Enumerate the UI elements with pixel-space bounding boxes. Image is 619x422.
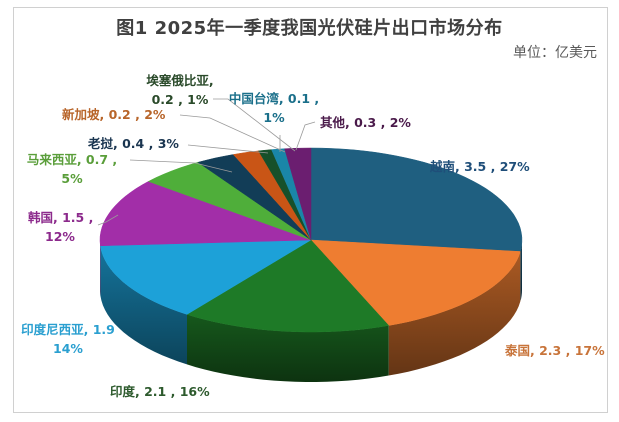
label-thailand: 泰国, 2.3 , 17% bbox=[505, 343, 605, 358]
pie-slice bbox=[284, 147, 312, 241]
label-taiwan: 中国台湾, 0.1 , 1% bbox=[228, 91, 320, 125]
unit-label: 单位：亿美元 bbox=[513, 45, 597, 61]
chart-title: 图1 2025年一季度我国光伏硅片出口市场分布 bbox=[116, 18, 503, 39]
label-laos: 老挝, 0.4 , 3% bbox=[88, 136, 179, 151]
pie-slice bbox=[310, 239, 521, 326]
leader-line bbox=[187, 144, 269, 154]
leader-line bbox=[179, 114, 286, 153]
pie-slice bbox=[99, 181, 312, 247]
label-india: 印度, 2.1 , 16% bbox=[110, 384, 210, 399]
label-others: 其他, 0.3 , 2% bbox=[320, 115, 411, 130]
leader-line bbox=[295, 121, 316, 151]
leader-line bbox=[213, 98, 296, 152]
leader-line bbox=[97, 214, 119, 226]
pie-side-1 bbox=[388, 251, 521, 376]
label-indonesia: 印度尼西亚, 1.9 14% bbox=[21, 322, 115, 356]
pie-slice bbox=[100, 239, 312, 315]
label-vietnam: 越南, 3.5 , 27% bbox=[430, 159, 530, 174]
pie-top bbox=[99, 147, 523, 333]
leader-line bbox=[129, 159, 233, 173]
pie-side-0 bbox=[520, 240, 522, 302]
label-korea: 韩国, 1.5 , 12% bbox=[28, 210, 94, 244]
label-ethiopia: 埃塞俄比亚, 0.2 , 1% bbox=[146, 73, 214, 107]
label-malaysia: 马来西亚, 0.7 , 5% bbox=[26, 152, 118, 186]
pie-slice bbox=[310, 147, 523, 252]
label-singapore: 新加坡, 0.2 , 2% bbox=[62, 107, 166, 122]
pie-slice bbox=[186, 239, 390, 333]
pie-side-3 bbox=[100, 245, 187, 365]
